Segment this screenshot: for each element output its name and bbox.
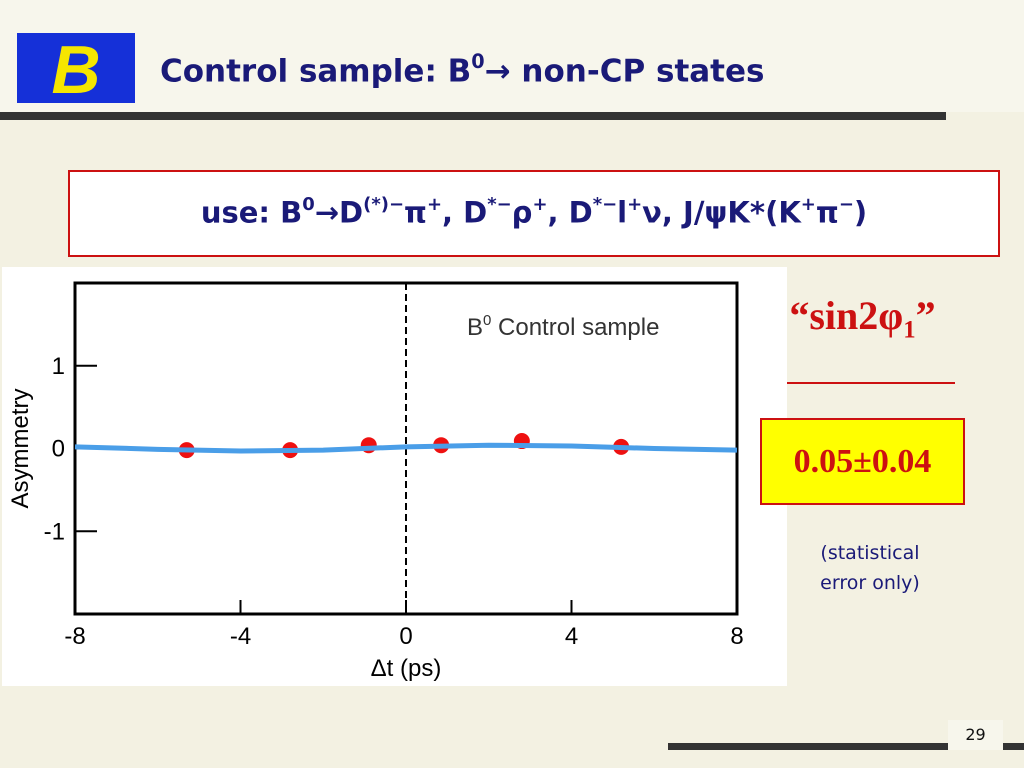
logo: B [17, 33, 135, 103]
note-line: error only) [820, 572, 920, 594]
x-axis-label: Δt (ps) [371, 655, 442, 682]
result-label: “sin2φ1” [760, 292, 965, 345]
y-tick-label: 1 [52, 353, 65, 380]
fit-line [74, 442, 738, 454]
x-tick-label: 4 [565, 623, 578, 650]
text-segment: + [800, 194, 816, 215]
footer-rule [668, 743, 1024, 750]
text-segment: “sin2φ [789, 293, 904, 338]
text-segment: 0 [471, 50, 485, 73]
text-segment: *− [487, 194, 512, 215]
text-segment: *− [592, 194, 618, 215]
text-segment: π [404, 195, 427, 230]
text-segment: use: B [200, 195, 303, 230]
text-segment: π [815, 195, 839, 230]
text-segment: + [426, 194, 443, 215]
text-segment: 0 [483, 312, 491, 329]
text-segment: + [532, 194, 548, 215]
modes-text: use: B0→D(*)−π+, D*−ρ+, D*−l+ν, J/ψK*(K+… [68, 194, 1000, 230]
text-segment: ) [853, 195, 868, 230]
slide-title: Control sample: B0→ non-CP states [160, 50, 764, 89]
text-segment: 0 [302, 194, 315, 215]
y-axis-label: Asymmetry [7, 389, 34, 509]
x-tick-label: 8 [730, 623, 743, 650]
text-segment: ν, J/ψK*(K [642, 195, 801, 230]
annotation: B0 Control sample [467, 312, 659, 341]
result-note: (statistical error only) [780, 538, 960, 598]
result-rule [787, 382, 955, 384]
result-value: 0.05±0.04 [793, 443, 932, 480]
header-band [0, 0, 1024, 112]
page-number: 29 [948, 720, 1003, 750]
text-segment: (*)− [363, 194, 405, 215]
x-tick-label: -8 [64, 623, 85, 650]
text-segment: ” [915, 293, 936, 338]
x-tick-label: -4 [230, 623, 251, 650]
text-segment: Control sample: B [160, 53, 472, 90]
chart-bg [2, 267, 787, 686]
svg-text:B: B [51, 33, 100, 103]
text-segment: B [467, 314, 483, 341]
result-box [760, 418, 965, 505]
text-segment: l [617, 195, 628, 230]
text-segment: − [838, 194, 854, 215]
text-segment: Control sample [491, 314, 659, 341]
text-segment: , D [547, 195, 593, 230]
note-line: (statistical [820, 542, 920, 564]
text-segment: , D [442, 195, 488, 230]
y-tick-label: -1 [44, 518, 65, 545]
text-segment: → non-CP states [484, 53, 765, 90]
header-rule [0, 112, 946, 120]
x-tick-label: 0 [399, 623, 412, 650]
text-segment: ρ [511, 195, 533, 230]
text-segment: + [627, 194, 643, 215]
text-segment: →D [314, 195, 364, 230]
text-segment: 1 [903, 316, 916, 344]
modes-box [68, 170, 1000, 257]
y-tick-label: 0 [52, 436, 65, 463]
